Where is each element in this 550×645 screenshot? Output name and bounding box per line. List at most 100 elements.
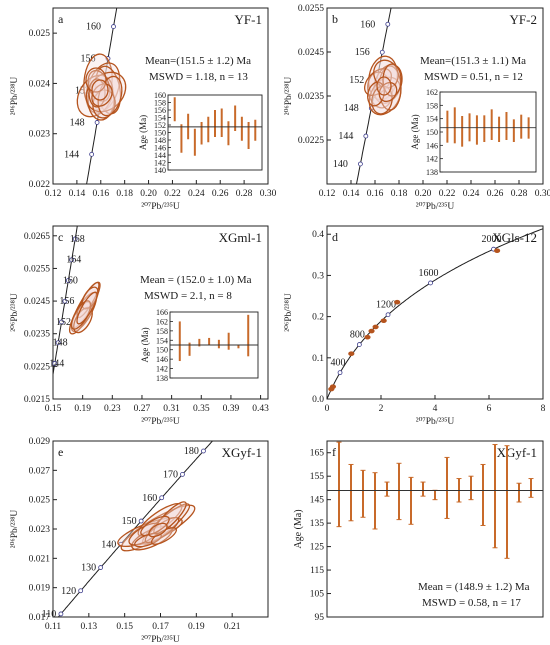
panel-letter: f — [332, 445, 336, 459]
panel-a: a YF-1 0.022 0.023 0.024 0.025 0.12 0.14 0.16 0.1… — [10, 7, 277, 212]
inset-y-tick-label: 154 — [426, 115, 438, 124]
y-tick-label: 0.021 — [29, 554, 51, 564]
concordia-tick — [89, 151, 95, 157]
x-tick-label: 0.12 — [45, 189, 62, 199]
inset-y-tick-label: 158 — [426, 101, 438, 110]
y-tick-label: 0.0225 — [298, 136, 324, 146]
inset-y-tick-label: 146 — [156, 355, 168, 364]
x-tick-label: 0.23 — [104, 404, 121, 414]
y-tick-label: 0.3 — [312, 271, 324, 281]
mean-age-text: Mean=(151.5 ± 1.2) Ma — [145, 55, 251, 67]
y-tick-label: 0.022 — [29, 180, 51, 190]
concordia-tick — [337, 370, 343, 376]
x-tick-label: 0.24 — [188, 189, 205, 199]
data-point — [372, 324, 379, 330]
inset-frame — [439, 91, 537, 173]
inset-y-tick-label: 150 — [154, 129, 166, 138]
x-tick-label: 0.13 — [81, 622, 98, 632]
concordia-age-label: 164 — [66, 255, 81, 266]
x-tick-label: 0.28 — [511, 189, 528, 199]
concordia-tick — [72, 236, 78, 242]
panel-letter: c — [58, 230, 63, 244]
concordia-tick — [428, 280, 433, 286]
concordia-age-label: 1200 — [376, 300, 396, 311]
concordia-age-label: 140 — [333, 159, 348, 170]
inset-y-label: Age (Ma) — [138, 115, 148, 150]
inset-y-tick-label: 146 — [426, 141, 438, 150]
panel-title: XGml-1 — [219, 230, 262, 245]
x-tick-label: 0.22 — [164, 189, 181, 199]
inset-y-tick-label: 158 — [154, 99, 166, 108]
mean-age-text: Mean=(151.3 ± 1.1) Ma — [420, 55, 526, 67]
concordia-age-label: 144 — [64, 149, 79, 160]
concordia-tick — [138, 518, 144, 524]
x-tick-label: 0 — [325, 404, 330, 414]
inset-y-tick-label: 156 — [154, 106, 166, 115]
y-tick-label: 0.0225 — [24, 362, 50, 372]
mswd-text: MSWD = 0.58, n = 17 — [422, 597, 521, 609]
x-tick-label: 0.22 — [439, 189, 456, 199]
data-point — [494, 248, 501, 254]
y-tick-label: 0.0255 — [298, 4, 324, 14]
concordia-tick — [59, 319, 64, 325]
y-tick-label: 0.0235 — [24, 330, 50, 340]
y-tick-label: 95 — [315, 613, 325, 623]
y-tick-label: 0.017 — [29, 613, 51, 623]
y-tick-label: 125 — [310, 543, 325, 553]
x-tick-label: 0.18 — [116, 189, 133, 199]
inset-y-tick-label: 142 — [156, 365, 168, 374]
data-point — [364, 334, 371, 340]
y-tick-label: 0.0265 — [24, 232, 50, 242]
inset-y-tick-label: 148 — [154, 136, 166, 145]
inset-y-tick-label: 162 — [426, 88, 438, 97]
y-tick-label: 0.0235 — [298, 92, 324, 102]
data-point — [348, 351, 355, 356]
concordia-tick — [65, 278, 71, 283]
panel-d: d XGls-12 0.0 0.1 0.2 0.3 0.4 0 2 4 6 8 ²⁰⁷Pb/²³⁵U ²⁰… — [284, 225, 546, 427]
concordia-age-label: 168 — [70, 234, 85, 245]
concordia-tick — [385, 21, 391, 27]
concordia-curve — [355, 8, 392, 184]
concordia-age-label: 180 — [184, 446, 199, 457]
inset-y-tick-label: 166 — [156, 308, 168, 317]
inset-y-tick-label: 154 — [156, 336, 168, 345]
x-axis-label: ²⁰⁷Pb/²³⁵U — [416, 417, 455, 427]
x-tick-label: 0.39 — [223, 404, 240, 414]
x-tick-label: 0.43 — [252, 404, 269, 414]
x-tick-label: 0.26 — [212, 189, 229, 199]
concordia-tick — [94, 120, 100, 125]
x-tick-label: 0.16 — [92, 189, 109, 199]
concordia-age-label: 130 — [81, 563, 96, 574]
y-tick-label: 0.4 — [312, 230, 324, 240]
x-tick-label: 8 — [541, 404, 546, 414]
concordia-tick — [379, 49, 385, 55]
y-tick-label: 135 — [310, 519, 325, 529]
x-tick-label: 0.26 — [487, 189, 504, 199]
y-axis-label: ²⁰⁶Pb/²³⁸U — [10, 293, 20, 332]
y-tick-label: 0.0255 — [24, 264, 50, 274]
inset-y-tick-label: 150 — [156, 346, 168, 355]
inset-y-tick-label: 160 — [154, 91, 166, 100]
panel-title: XGyf-1 — [497, 445, 537, 460]
plot-frame — [326, 440, 544, 618]
concordia-tick — [385, 312, 391, 318]
x-tick-label: 0.31 — [163, 404, 180, 414]
plot-frame — [52, 225, 269, 400]
panel-f: f XGyf-1 165 155 145 135 125 115 105 95 Age (Ma) Me… — [293, 440, 544, 623]
inset-y-tick-label: 142 — [426, 155, 438, 164]
y-tick-label: 165 — [310, 449, 325, 459]
mswd-text: MSWD = 2.1, n = 8 — [144, 290, 232, 302]
x-tick-label: 0.20 — [140, 189, 157, 199]
error-ellipse — [367, 81, 385, 107]
concordia-tick — [98, 565, 104, 570]
x-tick-label: 0.20 — [415, 189, 432, 199]
panel-letter: d — [332, 230, 338, 244]
inset-y-label: Age (Ma) — [410, 114, 420, 149]
y-axis-label: ²⁰⁶Pb/²³⁸U — [284, 293, 294, 332]
y-axis-label: ²⁰⁶Pb/²³⁸U — [10, 510, 20, 549]
error-ellipse — [76, 291, 98, 325]
x-tick-label: 0.14 — [343, 189, 360, 199]
plot-frame — [326, 225, 544, 400]
